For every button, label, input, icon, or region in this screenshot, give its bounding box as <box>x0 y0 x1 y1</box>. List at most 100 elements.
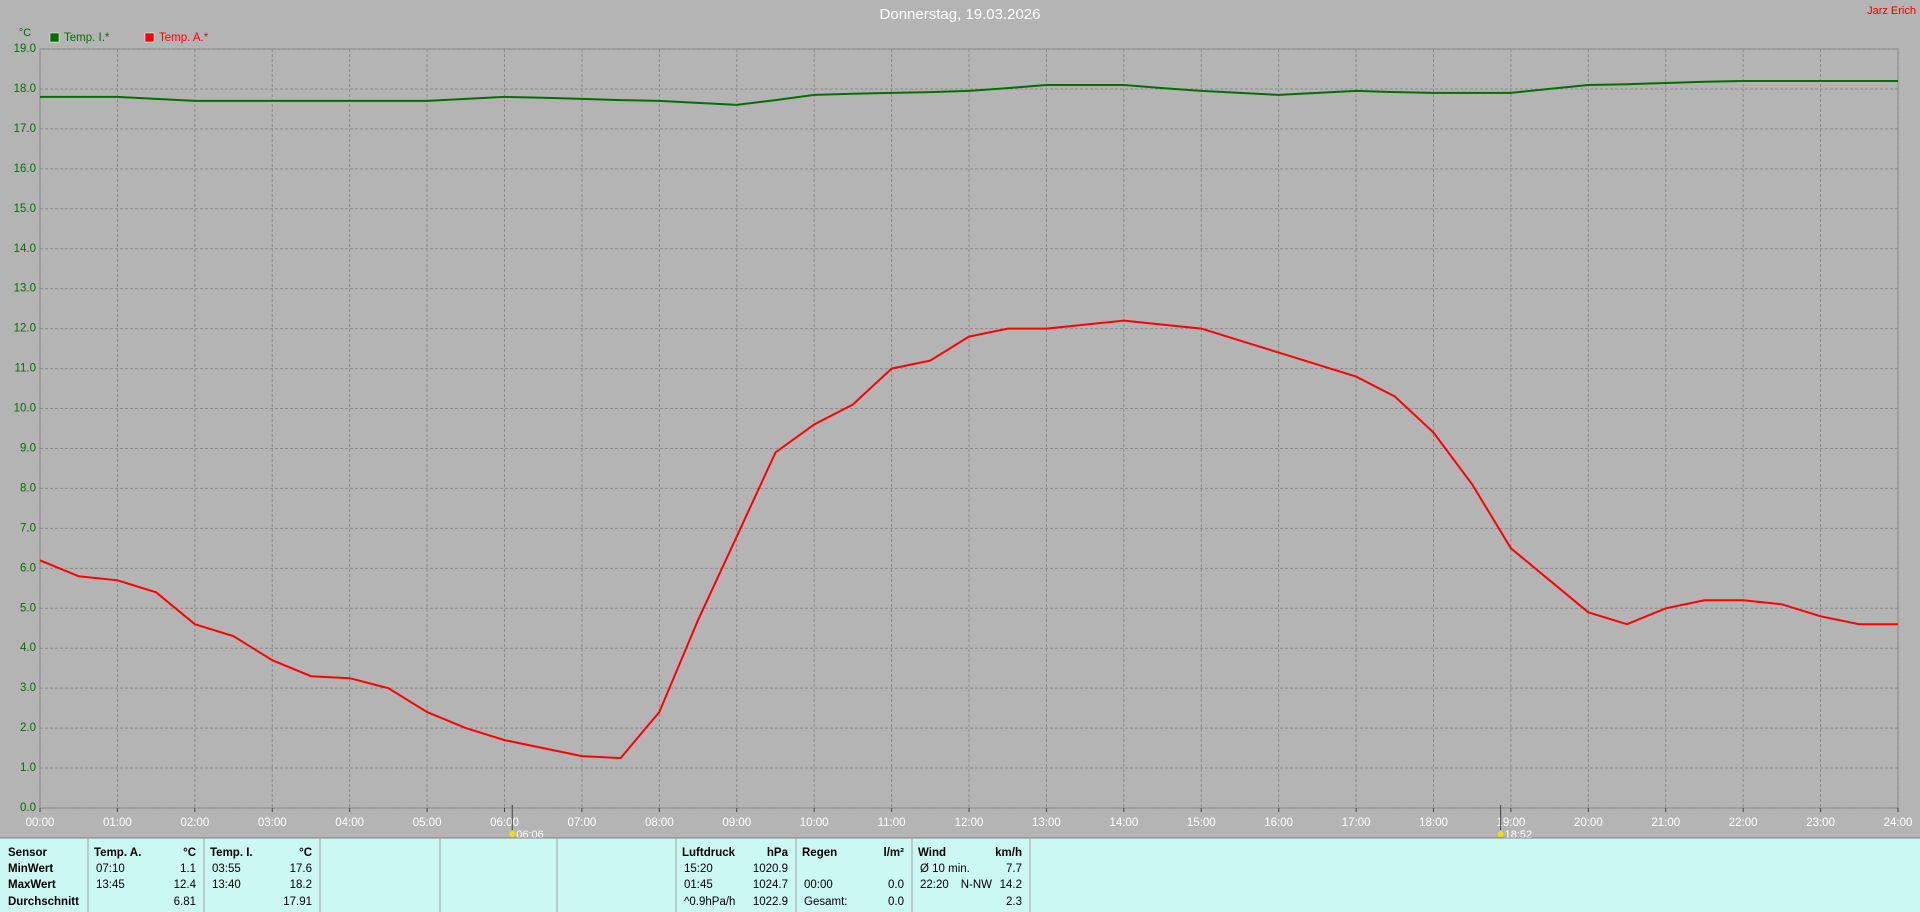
y-tick-label: 18.0 <box>14 83 36 95</box>
cell-time: Ø 10 min. <box>920 863 970 875</box>
cell-value: 2.3 <box>1006 896 1022 908</box>
cell-value: 1024.7 <box>753 879 788 891</box>
x-tick-label: 17:00 <box>1342 817 1371 829</box>
cell-value: 12.4 <box>174 879 197 891</box>
group-unit: °C <box>183 847 196 859</box>
group-unit: hPa <box>767 847 789 859</box>
x-tick-label: 18:00 <box>1419 817 1448 829</box>
y-tick-label: 1.0 <box>20 762 36 774</box>
y-tick-label: 19.0 <box>14 43 36 55</box>
legend-swatch <box>144 32 155 43</box>
y-tick-label: 9.0 <box>20 443 36 455</box>
series-line <box>40 80 1898 106</box>
group-unit: l/m² <box>884 847 905 859</box>
legend-label: Temp. I.* <box>64 32 110 44</box>
y-tick-label: 12.0 <box>14 323 36 335</box>
x-tick-label: 09:00 <box>722 817 751 829</box>
chart-title: Donnerstag, 19.03.2026 <box>880 6 1041 23</box>
x-tick-label: 19:00 <box>1497 817 1526 829</box>
y-tick-label: 17.0 <box>14 123 36 135</box>
annotation-icon <box>1497 831 1504 837</box>
cell-value: 1.1 <box>180 863 196 875</box>
y-tick-label: 5.0 <box>20 602 36 614</box>
y-tick-label: 6.0 <box>20 562 36 574</box>
cell-time: ^0.9hPa/h <box>684 896 735 908</box>
cell-value: 1022.9 <box>753 896 788 908</box>
x-tick-label: 04:00 <box>335 817 364 829</box>
cell-time: 03:55 <box>212 863 241 875</box>
legend-swatch <box>49 32 60 43</box>
cell-time: Gesamt: <box>804 896 847 908</box>
cell-time: 00:00 <box>804 879 833 891</box>
x-tick-label: 07:00 <box>568 817 597 829</box>
y-tick-label: 0.0 <box>20 802 36 814</box>
x-tick-label: 22:00 <box>1729 817 1758 829</box>
y-tick-label: 7.0 <box>20 522 36 534</box>
x-tick-label: 05:00 <box>413 817 442 829</box>
x-tick-label: 12:00 <box>955 817 984 829</box>
y-tick-label: 10.0 <box>14 403 36 415</box>
x-tick-label: 08:00 <box>645 817 674 829</box>
cell-direction: N-NW <box>961 879 992 891</box>
cell-value: 0.0 <box>888 896 904 908</box>
x-tick-label: 21:00 <box>1651 817 1680 829</box>
y-tick-label: 3.0 <box>20 682 36 694</box>
group-unit: km/h <box>995 847 1022 859</box>
cell-value: 17.6 <box>290 863 312 875</box>
y-tick-label: 2.0 <box>20 722 36 734</box>
y-tick-label: 14.0 <box>14 243 36 255</box>
annotation-icon <box>509 831 516 837</box>
y-tick-label: 16.0 <box>14 163 36 175</box>
y-tick-label: 8.0 <box>20 482 36 494</box>
cell-value: 14.2 <box>1000 879 1022 891</box>
cell-value: 7.7 <box>1006 863 1022 875</box>
row-label: MaxWert <box>8 879 56 891</box>
x-tick-label: 20:00 <box>1574 817 1603 829</box>
cell-time: 07:10 <box>96 863 125 875</box>
x-tick-label: 10:00 <box>800 817 829 829</box>
chart-background <box>0 0 1920 838</box>
group-name: Regen <box>802 847 837 859</box>
x-tick-label: 24:00 <box>1884 817 1913 829</box>
row-label: Durchschnitt <box>8 896 79 908</box>
x-tick-label: 00:00 <box>26 817 55 829</box>
group-name: Temp. A. <box>94 847 141 859</box>
x-tick-label: 03:00 <box>258 817 287 829</box>
author: Jarz Erich <box>1867 5 1916 17</box>
cell-value: 1020.9 <box>753 863 788 875</box>
stats-table: Sensor MinWert MaxWert Durchschnitt Temp. A.… <box>8 838 1031 912</box>
row-label: MinWert <box>8 863 53 875</box>
y-tick-label: 11.0 <box>14 363 36 375</box>
group-name: Luftdruck <box>682 847 736 859</box>
cell-time: 13:40 <box>212 879 241 891</box>
cell-time: 15:20 <box>684 863 713 875</box>
table-header: Sensor <box>8 847 48 859</box>
x-tick-label: 01:00 <box>103 817 132 829</box>
x-tick-label: 02:00 <box>180 817 209 829</box>
legend-label: Temp. A.* <box>159 32 209 44</box>
cell-value: 0.0 <box>888 879 904 891</box>
cell-value: 18.2 <box>290 879 312 891</box>
x-tick-label: 23:00 <box>1806 817 1835 829</box>
x-tick-label: 11:00 <box>878 817 906 829</box>
cell-time: 01:45 <box>684 879 713 891</box>
group-unit: °C <box>299 847 312 859</box>
cell-time: 13:45 <box>96 879 125 891</box>
y-tick-label: 4.0 <box>20 642 36 654</box>
group-name: Temp. I. <box>210 847 253 859</box>
x-tick-label: 14:00 <box>1109 817 1138 829</box>
cell-value: 6.81 <box>174 896 196 908</box>
y-tick-label: 15.0 <box>14 203 36 215</box>
x-tick-label: 06:00 <box>490 817 519 829</box>
group-name: Wind <box>918 847 946 859</box>
x-tick-label: 16:00 <box>1264 817 1293 829</box>
x-tick-label: 15:00 <box>1187 817 1216 829</box>
cell-time: 22:20 <box>920 879 949 891</box>
y-tick-label: 13.0 <box>14 283 36 295</box>
y-axis-unit: °C <box>19 27 31 39</box>
series-line <box>39 319 1898 760</box>
cell-value: 17.91 <box>283 896 312 908</box>
x-tick-label: 13:00 <box>1032 817 1061 829</box>
